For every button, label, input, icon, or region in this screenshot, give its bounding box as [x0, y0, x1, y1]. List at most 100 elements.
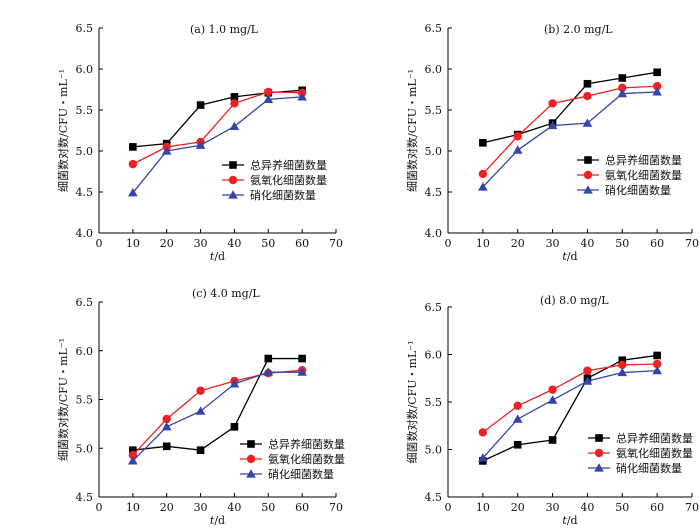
x-tick-label: 20: [160, 237, 174, 250]
data-point: [263, 367, 274, 376]
x-tick-label: 60: [295, 237, 309, 250]
data-point: [161, 146, 172, 155]
y-tick-label: 4.5: [425, 491, 443, 504]
legend-marker: [584, 156, 592, 164]
data-point: [298, 354, 306, 363]
x-axis-title: t/d: [562, 514, 577, 527]
series-line-2: [132, 91, 303, 165]
data-point: [264, 87, 273, 97]
data-point: [162, 442, 171, 451]
y-tick-label: 6.5: [425, 301, 443, 314]
data-point: [618, 74, 627, 82]
data-point: [478, 453, 488, 462]
y-tick-label: 5.5: [76, 104, 94, 117]
x-axis-title: t/d: [562, 250, 577, 263]
y-tick-label: 4.5: [425, 186, 443, 199]
y-axis-title: 细菌数对数/CFU・mL⁻¹: [56, 338, 70, 461]
legend-marker: [228, 175, 238, 185]
data-point: [230, 423, 239, 431]
legend-label: 硝化细菌数量: [250, 188, 316, 202]
series-line-3: [482, 370, 658, 459]
x-tick-label: 20: [160, 501, 174, 514]
data-point: [478, 182, 488, 191]
legend-label: 氨氧化细菌数量: [616, 446, 693, 460]
y-tick-label: 5.0: [425, 145, 443, 158]
legend-label: 总异养细菌数量: [250, 158, 327, 172]
data-point: [513, 401, 522, 410]
chart-panel-4: 0 10 20 30 40 50 60 70 4.5 5.0 5.5 6.0 6.5 (d) 8.0 mg…: [405, 294, 699, 527]
data-point: [652, 82, 662, 91]
data-point: [297, 92, 307, 101]
panel-title: (c) 4.0 mg/L: [192, 287, 260, 300]
series-line-2: [482, 85, 658, 175]
x-tick-label: 10: [126, 501, 140, 514]
legend-label: 硝化细菌数量: [616, 461, 682, 475]
data-point: [618, 360, 627, 370]
x-tick-label: 70: [685, 237, 699, 250]
data-point: [478, 428, 488, 437]
data-point: [653, 68, 661, 77]
data-point: [548, 436, 557, 444]
data-point: [582, 376, 593, 385]
y-tick-label: 6.0: [425, 63, 443, 76]
legend-marker: [594, 463, 604, 472]
y-tick-label: 5.5: [425, 396, 443, 409]
y-tick-label: 5.0: [76, 145, 94, 158]
data-point: [479, 139, 487, 147]
x-tick-label: 40: [227, 501, 241, 514]
data-point: [196, 446, 205, 454]
panel-title: (b) 2.0 mg/L: [544, 23, 613, 36]
series-line-1: [482, 354, 658, 462]
x-tick-label: 10: [126, 237, 140, 250]
legend-marker: [247, 440, 255, 448]
x-axis-title-var: t: [210, 250, 215, 263]
x-tick-label: 60: [295, 501, 309, 514]
data-point: [618, 83, 627, 93]
legend-marker: [594, 448, 604, 458]
x-tick-label: 40: [227, 237, 241, 250]
data-point: [583, 366, 592, 375]
x-tick-label: 60: [650, 501, 664, 514]
y-tick-label: 5.5: [76, 394, 94, 407]
data-point: [297, 367, 307, 376]
x-tick-label: 0: [445, 501, 452, 514]
x-axis-title-unit: /d: [567, 250, 578, 263]
series-line-3: [132, 371, 303, 462]
y-tick-label: 5.5: [425, 104, 443, 117]
data-point: [513, 132, 522, 141]
x-axis-title: t/d: [210, 514, 225, 527]
y-tick-label: 5.0: [425, 444, 443, 457]
data-point: [478, 169, 488, 179]
data-point: [161, 422, 172, 431]
data-point: [264, 354, 273, 363]
x-tick-label: 20: [511, 237, 525, 250]
x-axis-title-unit: /d: [567, 514, 578, 527]
legend-marker: [595, 434, 603, 442]
legend-label: 总异养细菌数量: [605, 153, 682, 167]
y-tick-label: 6.0: [425, 349, 443, 362]
data-point: [230, 99, 239, 108]
data-point: [583, 91, 592, 101]
y-tick-label: 6.5: [76, 296, 94, 309]
data-point: [512, 145, 523, 154]
x-tick-label: 30: [194, 501, 208, 514]
x-tick-label: 0: [445, 237, 452, 250]
y-tick-label: 6.0: [76, 63, 94, 76]
data-point: [548, 385, 557, 394]
data-point: [652, 359, 662, 369]
y-tick-label: 6.5: [76, 22, 94, 35]
x-tick-label: 30: [546, 501, 560, 514]
data-point: [128, 159, 138, 169]
x-axis-title-var: t: [210, 514, 215, 527]
legend-marker: [583, 170, 593, 180]
data-point: [230, 93, 239, 101]
panel-title: (a) 1.0 mg/L: [190, 23, 259, 36]
x-tick-label: 10: [476, 501, 490, 514]
legend-marker: [246, 454, 256, 464]
x-tick-label: 70: [685, 501, 699, 514]
x-axis-title-unit: /d: [214, 514, 225, 527]
x-tick-label: 50: [261, 501, 275, 514]
x-tick-label: 50: [261, 237, 275, 250]
legend-marker: [229, 161, 237, 169]
